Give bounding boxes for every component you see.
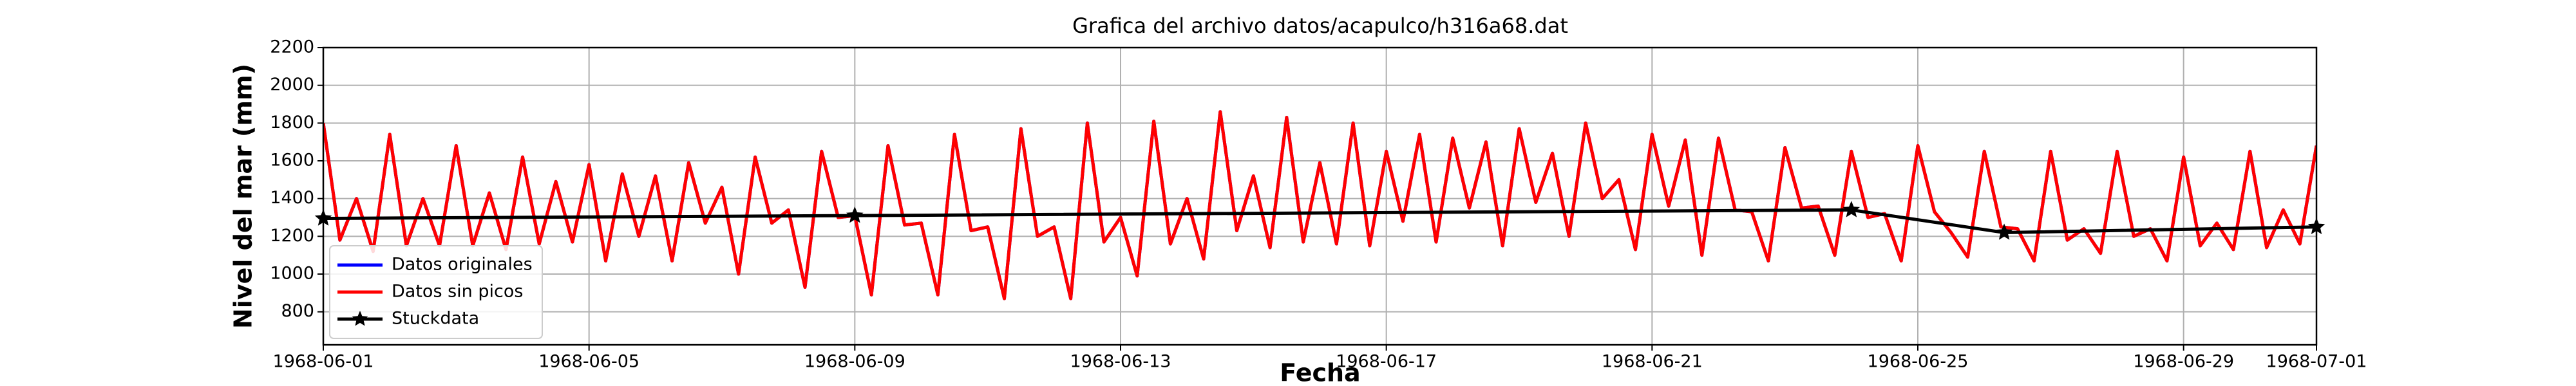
x-tick-label: 1968-07-01 [2266,352,2367,372]
x-tick-label: 1968-06-17 [1336,352,1437,372]
legend-label: Datos sin picos [392,282,523,302]
series-marker [1842,201,1861,217]
y-tick-label: 1200 [270,226,314,246]
x-tick-label: 1968-06-25 [1868,352,1969,372]
x-tick-label: 1968-06-13 [1070,352,1171,372]
legend-label: Stuckdata [392,309,479,329]
x-tick-label: 1968-06-05 [538,352,639,372]
x-tick-label: 1968-06-29 [2133,352,2234,372]
y-tick-label: 1000 [270,264,314,284]
legend-label: Datos originales [392,255,533,275]
y-tick-label: 1600 [270,151,314,170]
legend-box [329,245,543,339]
y-tick-label: 1800 [270,113,314,133]
plot-frame [322,46,2318,346]
chart-title: Grafica del archivo datos/acapulco/h316a… [1072,14,1568,38]
series-marker [846,207,864,223]
series-marker [1995,223,2013,240]
y-axis-label: Nivel del mar (mm) [229,64,258,329]
y-tick-label: 1400 [270,188,314,208]
y-tick-label: 2000 [270,75,314,95]
y-tick-label: 2200 [270,37,314,57]
x-axis-label: Fecha [1280,359,1360,386]
x-tick-label: 1968-06-01 [273,352,374,372]
legend-marker [352,311,368,326]
series-line [323,110,2316,300]
x-tick-label: 1968-06-09 [804,352,905,372]
series-line [323,110,2316,300]
x-tick-label: 1968-06-21 [1602,352,1703,372]
y-tick-label: 800 [281,301,314,321]
